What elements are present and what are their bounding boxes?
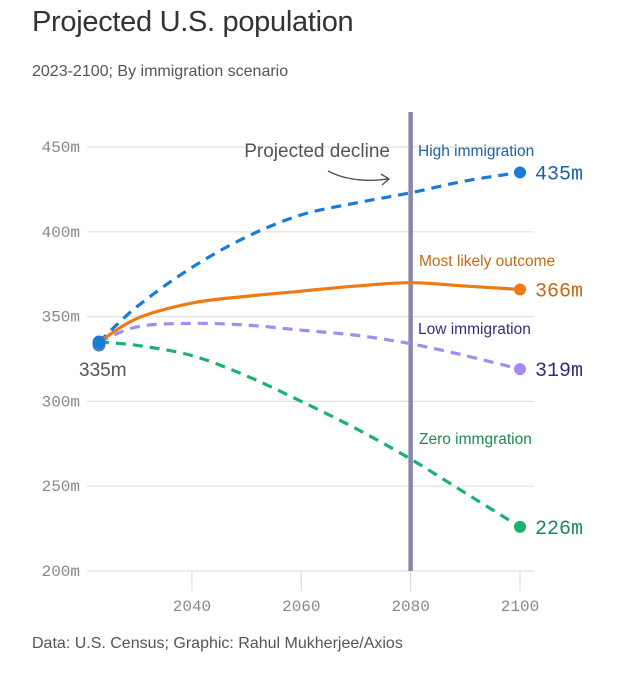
end-label-most-likely-outcome: 366m [535, 280, 583, 303]
chart-subtitle: 2023-2100; By immigration scenario [32, 63, 289, 80]
annotation-text: Projected decline [244, 141, 390, 162]
y-axis-ticks: 200m 250m 300m 350m 400m 450m [42, 139, 80, 581]
series-line-low-immigration [98, 321, 521, 371]
series-label-most-likely-outcome: Most likely outcome [419, 253, 555, 270]
source-credit: Data: U.S. Census; Graphic: Rahul Mukher… [32, 635, 403, 652]
chart-title: Projected U.S. population [32, 6, 354, 38]
end-label-zero-immgration: 226m [535, 518, 583, 541]
x-axis-ticks: 2040 2060 2080 2100 [173, 571, 539, 616]
end-label-high-immigration: 435m [535, 163, 583, 186]
x-tick-label: 2040 [173, 598, 211, 616]
x-tick-label: 2080 [391, 598, 429, 616]
end-label-low-immigration: 319m [535, 360, 583, 383]
end-dot-high-immigration [514, 166, 526, 179]
start-value-label: 335m [79, 360, 127, 381]
annotation-arrow-icon [327, 170, 389, 181]
annotation: Projected decline [244, 141, 391, 186]
y-tick-label: 300m [42, 393, 80, 411]
end-dot-low-immigration [514, 363, 526, 376]
y-tick-label: 200m [42, 563, 80, 581]
end-dot-most-likely-outcome [514, 283, 526, 296]
y-tick-label: 450m [42, 139, 80, 157]
series-lines [97, 170, 521, 529]
end-dot-zero-immgration [514, 520, 526, 533]
series-line-zero-immgration [98, 340, 521, 529]
x-tick-label: 2100 [501, 598, 539, 616]
series-line-most-likely-outcome [98, 281, 521, 344]
y-gridlines [87, 146, 534, 572]
y-tick-label: 350m [42, 309, 80, 327]
x-tick-label: 2060 [282, 598, 320, 616]
y-tick-label: 250m [42, 478, 80, 496]
end-dots [92, 166, 526, 533]
series-label-low-immigration: Low immigration [418, 321, 531, 338]
annotation-arrowhead-icon [380, 173, 391, 186]
series-line-high-immigration [97, 170, 521, 344]
series-label-high-immigration: High immigration [418, 143, 534, 160]
series-label-zero-immgration: Zero immgration [419, 431, 532, 448]
start-dot [92, 335, 106, 349]
y-tick-label: 400m [42, 224, 80, 242]
